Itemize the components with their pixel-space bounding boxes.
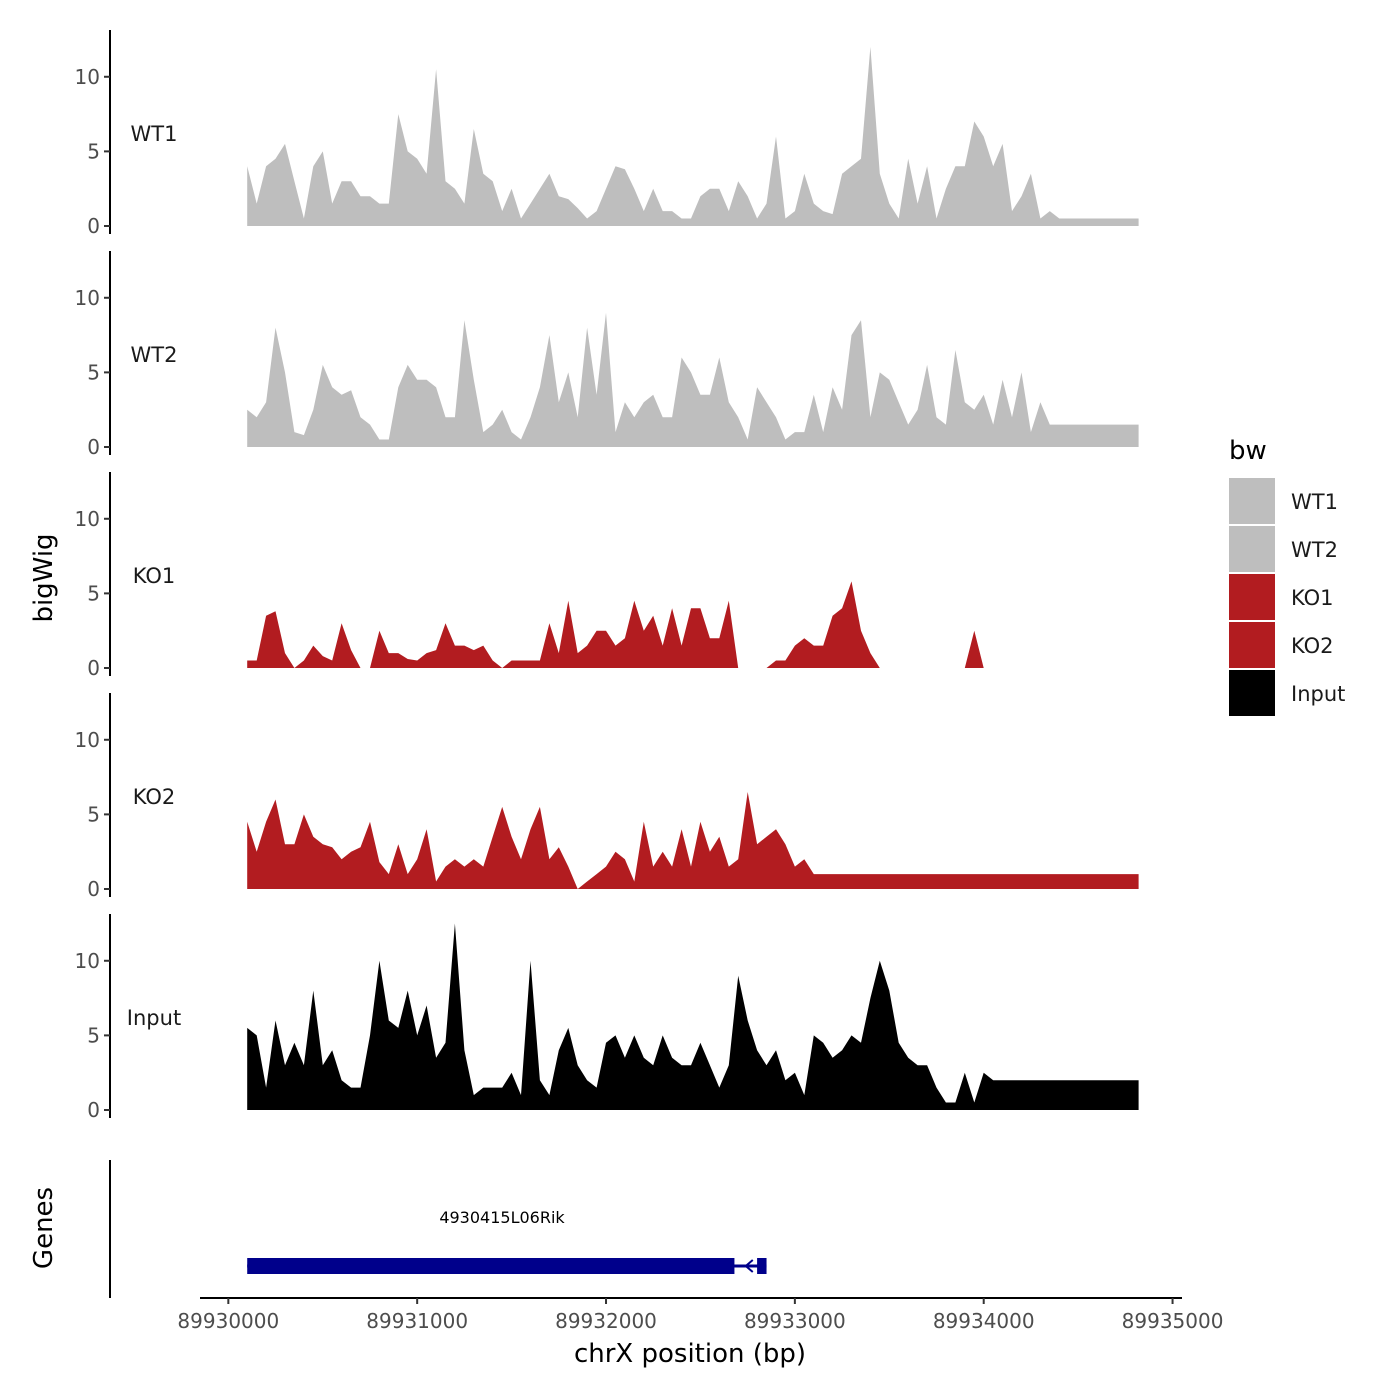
legend-swatch-input (1229, 670, 1275, 716)
strand-arrow (744, 1259, 754, 1273)
y-tick-label: 10 (75, 507, 100, 531)
legend-title: bw (1229, 436, 1267, 466)
signal-tracks: 0 5 10 WT1 0 5 10 WT2 0 5 10 KO1 0 5 10 KO2 0 5 10 Input (75, 30, 1139, 1122)
genes-axis-title: Genes (29, 1187, 59, 1269)
signal-area-wt1 (247, 46, 1139, 227)
y-tick-label: 0 (87, 1098, 100, 1122)
legend: bw WT1 WT2 KO1 KO2 Input (1229, 436, 1345, 716)
x-tick-label: 89930000 (177, 1309, 279, 1333)
y-tick-label: 5 (87, 139, 100, 163)
y-tick-label: 0 (87, 435, 100, 459)
y-tick-label: 0 (87, 877, 100, 901)
track-label: KO2 (133, 785, 176, 809)
track-ko1: 0 5 10 KO1 (75, 472, 1139, 680)
y-tick-label: 10 (75, 65, 100, 89)
legend-label-ko1: KO1 (1291, 586, 1334, 610)
legend-label-ko2: KO2 (1291, 634, 1334, 658)
legend-label-input: Input (1291, 682, 1345, 706)
legend-label-wt2: WT2 (1291, 538, 1338, 562)
x-tick-label: 89932000 (555, 1309, 657, 1333)
x-axis: 89930000 89931000 89932000 89933000 89934000… (177, 1297, 1224, 1333)
legend-label-wt1: WT1 (1291, 490, 1338, 514)
track-label: Input (127, 1006, 181, 1030)
track-wt2: 0 5 10 WT2 (75, 251, 1139, 459)
track-label: KO1 (133, 564, 176, 588)
gene-exon (247, 1258, 735, 1274)
legend-swatch-wt2 (1229, 526, 1275, 572)
signal-area-ko2 (247, 792, 1139, 889)
x-tick-label: 89935000 (1122, 1309, 1224, 1333)
track-wt1: 0 5 10 WT1 (75, 30, 1139, 238)
track-label: WT1 (131, 122, 178, 146)
x-tick-label: 89931000 (366, 1309, 468, 1333)
x-tick-label: 89933000 (744, 1309, 846, 1333)
x-axis-title: chrX position (bp) (574, 1339, 806, 1369)
y-tick-label: 5 (87, 802, 100, 826)
y-tick-label: 5 (87, 581, 100, 605)
signal-area-input (247, 923, 1139, 1110)
x-tick-label: 89934000 (933, 1309, 1035, 1333)
track-label: WT2 (131, 343, 178, 367)
y-axis-title: bigWig (29, 533, 59, 622)
gene-name-label: 4930415L06Rik (439, 1208, 565, 1227)
legend-swatch-ko2 (1229, 622, 1275, 668)
genes-track: 4930415L06Rik (109, 1160, 767, 1298)
track-ko2: 0 5 10 KO2 (75, 693, 1139, 901)
y-tick-label: 10 (75, 286, 100, 310)
y-tick-label: 5 (87, 360, 100, 384)
legend-swatch-wt1 (1229, 478, 1275, 524)
y-tick-label: 10 (75, 728, 100, 752)
signal-area-ko1 (247, 581, 1139, 668)
gene-exon (757, 1258, 767, 1274)
legend-swatch-ko1 (1229, 574, 1275, 620)
y-tick-label: 5 (87, 1023, 100, 1047)
y-tick-label: 10 (75, 949, 100, 973)
y-tick-label: 0 (87, 656, 100, 680)
signal-area-wt2 (247, 312, 1139, 447)
y-tick-label: 0 (87, 214, 100, 238)
track-input: 0 5 10 Input (75, 914, 1139, 1122)
